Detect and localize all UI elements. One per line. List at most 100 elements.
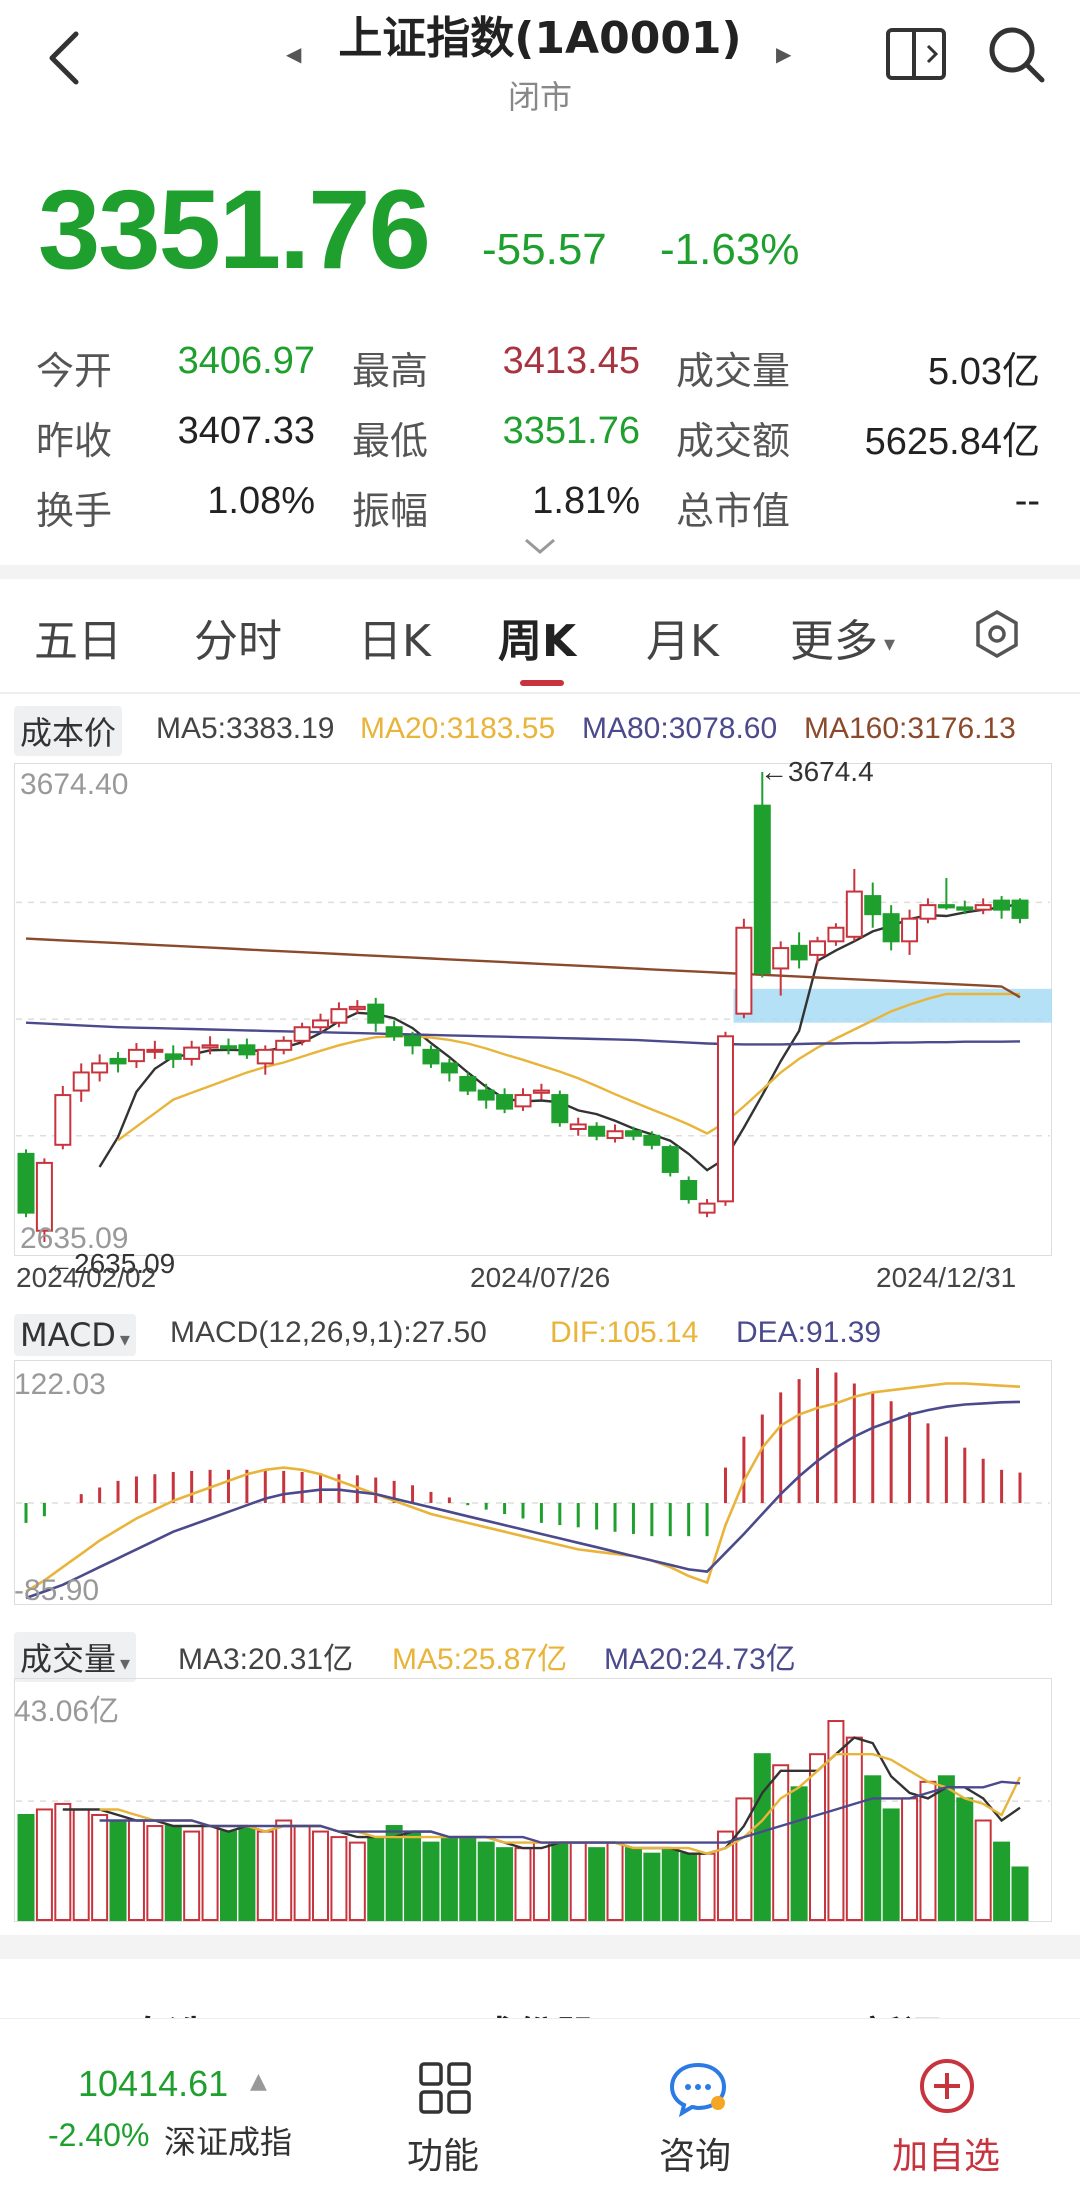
prev-close-label: 昨收 xyxy=(36,419,113,463)
tab-five-day[interactable]: 五日 xyxy=(34,616,122,667)
kline-candle xyxy=(54,1094,72,1146)
kline-candle xyxy=(367,1003,385,1024)
volume-bar xyxy=(901,1797,919,1921)
turnover-amount-value: 5625.84亿 xyxy=(864,421,1040,463)
settings-hexagon-icon[interactable] xyxy=(972,608,1022,660)
kline-candle xyxy=(330,1008,348,1024)
back-arrow-icon[interactable] xyxy=(44,28,84,88)
volume-bar xyxy=(753,1753,771,1921)
kline-candle xyxy=(164,1053,182,1060)
peak-marker: ←3674.4 xyxy=(760,756,874,787)
kline-candle xyxy=(588,1125,606,1137)
expand-chevron-icon[interactable] xyxy=(522,534,558,558)
kline-ma160-line xyxy=(25,937,1021,999)
kline-candle xyxy=(864,895,882,916)
volume-bar xyxy=(293,1825,311,1921)
volume-panel[interactable] xyxy=(14,1678,1052,1922)
kline-candle xyxy=(496,1094,514,1110)
sz-index-widget[interactable]: 10414.61 ▲ -2.40% 深证成指 xyxy=(20,2059,320,2179)
kline-candle xyxy=(293,1026,311,1042)
ghost-tab-constituents[interactable]: 成份股 xyxy=(476,2004,596,2020)
volume-bar xyxy=(624,1847,642,1921)
kline-candle xyxy=(127,1048,145,1063)
high-value: 3413.45 xyxy=(502,340,640,382)
volume-bar xyxy=(588,1847,606,1921)
sz-index-change: -2.40% xyxy=(48,2117,150,2153)
tab-more[interactable]: 更多 ▾ xyxy=(790,605,895,669)
active-tab-indicator xyxy=(520,680,564,686)
volume-bar xyxy=(164,1825,182,1921)
kline-candle xyxy=(275,1039,293,1051)
split-view-icon[interactable] xyxy=(884,24,950,84)
kline-candle xyxy=(348,1005,366,1011)
date-end: 2024/12/31 xyxy=(876,1262,1017,1293)
kline-candle xyxy=(901,917,919,943)
volume-bar xyxy=(72,1808,90,1921)
amplitude-value: 1.81% xyxy=(532,480,640,522)
kline-candle xyxy=(477,1089,495,1101)
consult-button[interactable]: 咨询 xyxy=(652,2041,742,2191)
kline-candle xyxy=(385,1026,403,1038)
macd-panel[interactable] xyxy=(14,1360,1052,1605)
amplitude-label: 振幅 xyxy=(352,489,429,533)
volume-bar xyxy=(477,1841,495,1922)
next-stock-arrow[interactable]: ▶ xyxy=(776,42,792,66)
volume-bar xyxy=(385,1825,403,1921)
volume-bar xyxy=(54,1802,72,1922)
chat-bubble-icon xyxy=(669,2062,727,2117)
volume-bar xyxy=(882,1808,900,1921)
kline-candle xyxy=(109,1057,127,1065)
turnover-amount-label: 成交额 xyxy=(676,419,791,463)
volume-bar xyxy=(937,1775,955,1922)
search-icon[interactable] xyxy=(984,22,1048,86)
kline-candle xyxy=(404,1035,422,1047)
kline-candle xyxy=(312,1019,330,1029)
tab-more-caret-icon: ▾ xyxy=(884,631,896,657)
volume-ma3-line xyxy=(62,1736,1021,1855)
kline-candle xyxy=(440,1062,458,1074)
ma80-legend: MA80:3078.60 xyxy=(582,712,778,745)
volume-bar xyxy=(772,1764,790,1922)
volume-bar xyxy=(514,1847,532,1921)
volume-bar xyxy=(496,1847,514,1921)
volume-bar xyxy=(127,1819,145,1921)
tab-monthly-k[interactable]: 月K xyxy=(646,616,719,667)
vol-ma5-legend: MA5:25.87亿 xyxy=(392,1643,568,1676)
low-label: 最低 xyxy=(352,419,429,463)
volume-bar xyxy=(109,1819,127,1921)
tab-daily-k[interactable]: 日K xyxy=(358,616,431,667)
kline-candle xyxy=(146,1048,164,1053)
dif-legend: DIF:105.14 xyxy=(550,1316,699,1349)
add-watchlist-button[interactable]: 加自选 xyxy=(880,2041,1010,2191)
volume-bar xyxy=(256,1830,274,1922)
volume-bar xyxy=(551,1841,569,1922)
header-bar: ◀ 上证指数(1A0001) ▶ 闭市 xyxy=(0,0,1080,140)
ghost-tab-news[interactable]: 新闻 xyxy=(862,2004,942,2020)
function-button[interactable]: 功能 xyxy=(400,2041,490,2191)
kline-candle xyxy=(422,1048,440,1065)
volume-bar xyxy=(643,1852,661,1922)
volume-bar xyxy=(91,1813,109,1922)
kline-candle xyxy=(91,1062,109,1074)
cost-price-toggle[interactable]: 成本价 xyxy=(14,706,123,756)
macd-chart xyxy=(16,1368,1050,1600)
volume-bar xyxy=(404,1830,422,1922)
volume-bar xyxy=(348,1841,366,1922)
volume-bar xyxy=(569,1841,587,1922)
tab-intraday[interactable]: 分时 xyxy=(194,616,282,667)
kline-min-label: 2635.09 xyxy=(20,1222,129,1255)
prev-stock-arrow[interactable]: ◀ xyxy=(286,42,302,66)
tab-divider xyxy=(0,692,1080,694)
tab-weekly-k[interactable]: 周K xyxy=(498,616,577,667)
sz-index-value: 10414.61 xyxy=(78,2063,229,2104)
volume-dropdown[interactable]: 成交量 ▾ xyxy=(14,1632,137,1682)
kline-candle xyxy=(643,1134,661,1146)
sz-index-name: 深证成指 xyxy=(164,2123,293,2161)
volume-value: 5.03亿 xyxy=(928,351,1040,393)
ghost-tab-watchlist[interactable]: 自选 xyxy=(128,2004,208,2020)
kline-candle xyxy=(827,926,845,943)
volume-bar xyxy=(1011,1866,1029,1921)
macd-dropdown[interactable]: MACD ▾ xyxy=(14,1314,136,1356)
volume-caret-icon: ▾ xyxy=(120,1651,131,1675)
volume-bar xyxy=(606,1841,624,1922)
